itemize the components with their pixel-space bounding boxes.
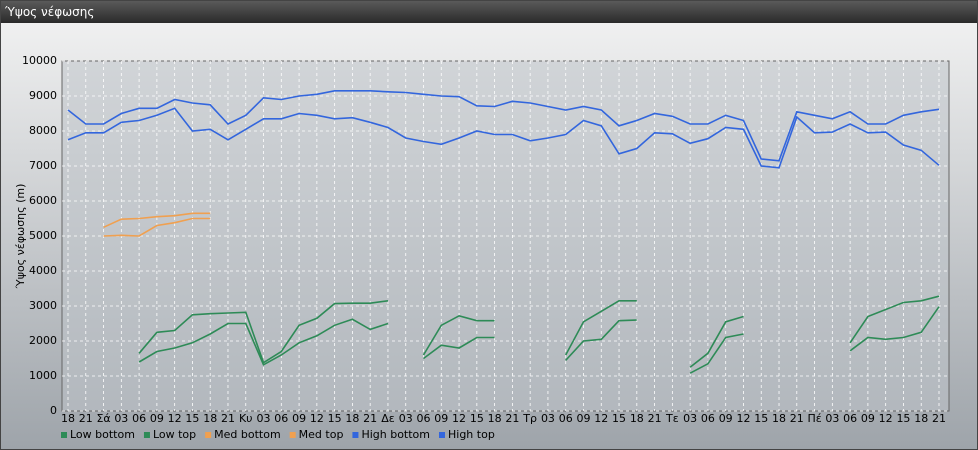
y-tick-label: 6000 <box>29 194 57 207</box>
x-tick-label: Κυ <box>239 412 253 425</box>
series-line <box>103 212 211 229</box>
x-tick-label: 06 <box>843 412 857 425</box>
y-tick-label: 5000 <box>29 229 57 242</box>
x-tick-label: 09 <box>861 412 875 425</box>
legend-swatch <box>289 432 296 438</box>
legend-swatch <box>352 432 359 438</box>
x-tick-label: 12 <box>310 412 324 425</box>
y-tick-label: 3000 <box>29 299 57 312</box>
series-line <box>138 306 940 374</box>
x-tick-label: 06 <box>701 412 715 425</box>
series-line <box>138 295 940 368</box>
x-tick-label: 18 <box>345 412 359 425</box>
legend-swatch <box>439 432 445 438</box>
y-tick-label: 7000 <box>29 159 57 172</box>
x-tick-label: 12 <box>168 412 182 425</box>
legend-label: Med bottom <box>214 428 281 441</box>
x-tick-label: 15 <box>612 412 626 425</box>
legend-label: Low top <box>153 428 196 441</box>
x-tick-label: Τε <box>665 412 679 425</box>
series-line <box>67 107 940 169</box>
x-tick-label: 18 <box>630 412 644 425</box>
title-bar: Ύψος νέφωσης <box>1 1 977 23</box>
y-axis-label: Ύψος νέφωσης (m) <box>14 184 27 290</box>
x-tick-label: 15 <box>470 412 484 425</box>
x-tick-label: 21 <box>363 412 377 425</box>
x-tick-label: 03 <box>683 412 697 425</box>
x-tick-label: 15 <box>328 412 342 425</box>
x-tick-label: 09 <box>292 412 306 425</box>
x-tick-label: 15 <box>896 412 910 425</box>
legend-swatch <box>205 432 212 438</box>
x-tick-label: 09 <box>719 412 733 425</box>
y-tick-label: 10000 <box>22 54 57 67</box>
chart: 0 1000 2000 3000 4000 5000 6000 7000 8000 9000 100… <box>14 54 950 441</box>
y-tick-label: 8000 <box>29 124 57 137</box>
x-tick-label: 12 <box>452 412 466 425</box>
y-tick-label: 2000 <box>29 334 57 347</box>
legend-label: Low bottom <box>70 428 135 441</box>
x-tick-label: Δε <box>381 412 395 425</box>
x-tick-label: Σά <box>96 412 110 425</box>
y-tick-label: 4000 <box>29 264 57 277</box>
y-tick-label: 0 <box>50 404 57 417</box>
x-tick-label: 15 <box>754 412 768 425</box>
x-tick-label: Πέ <box>807 412 821 425</box>
x-tick-label: 03 <box>541 412 555 425</box>
series-line <box>103 217 211 237</box>
x-tick-label: Τρ <box>522 412 537 425</box>
x-tick-label: 03 <box>399 412 413 425</box>
x-tick-label: 06 <box>274 412 288 425</box>
x-tick-label: 15 <box>185 412 199 425</box>
x-tick-label: 03 <box>825 412 839 425</box>
x-tick-label: 12 <box>736 412 750 425</box>
x-tick-label: 12 <box>594 412 608 425</box>
x-tick-label: 09 <box>434 412 448 425</box>
x-tick-label: 06 <box>132 412 146 425</box>
y-tick-label: 1000 <box>29 369 57 382</box>
x-tick-label: 18 <box>61 412 75 425</box>
legend-swatch <box>61 432 67 438</box>
x-tick-label: 18 <box>203 412 217 425</box>
x-tick-label: 06 <box>559 412 573 425</box>
x-tick-label: 06 <box>417 412 431 425</box>
x-tick-label: 21 <box>932 412 946 425</box>
x-tick-label: 21 <box>790 412 804 425</box>
x-tick-label: 21 <box>648 412 662 425</box>
legend-label: High bottom <box>361 428 430 441</box>
x-tick-label: 21 <box>221 412 235 425</box>
x-tick-label: 09 <box>576 412 590 425</box>
x-tick-label: 18 <box>914 412 928 425</box>
x-tick-label: 18 <box>488 412 502 425</box>
y-tick-label: 9000 <box>29 89 57 102</box>
x-tick-label: 21 <box>79 412 93 425</box>
x-tick-label: 03 <box>114 412 128 425</box>
x-tick-label: 12 <box>879 412 893 425</box>
legend-label: Med top <box>299 428 344 441</box>
x-tick-label: 18 <box>772 412 786 425</box>
x-tick-label: 09 <box>150 412 164 425</box>
legend-label: High top <box>448 428 495 441</box>
x-tick-label: 21 <box>505 412 519 425</box>
legend-swatch <box>143 432 150 438</box>
series-line <box>67 90 940 162</box>
x-tick-label: 03 <box>257 412 271 425</box>
